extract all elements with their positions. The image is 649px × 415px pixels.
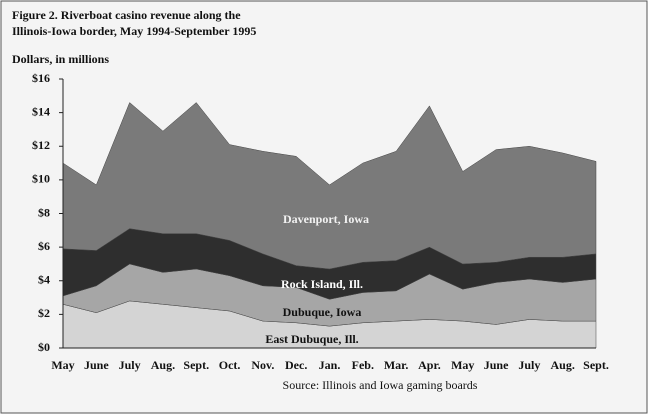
x-tick-label: June xyxy=(484,358,509,372)
x-tick-label: Sept. xyxy=(183,358,209,372)
y-tick-label: $14 xyxy=(32,104,50,118)
x-tick-label: July xyxy=(119,358,141,372)
x-tick-label: July xyxy=(518,358,540,372)
series-label: Davenport, Iowa xyxy=(283,212,369,226)
series-label: Rock Island, Ill. xyxy=(281,277,363,291)
x-tick-label: Aug. xyxy=(151,358,175,372)
x-tick-label: Feb. xyxy=(352,358,374,372)
y-tick-label: $2 xyxy=(38,306,50,320)
area xyxy=(62,102,597,270)
x-tick-label: May xyxy=(451,358,474,372)
x-tick-label: Nov. xyxy=(251,358,274,372)
source: Source: Illinois and Iowa gaming boards xyxy=(283,378,478,392)
x-tick-label: June xyxy=(84,358,109,372)
x-tick-label: Apr. xyxy=(418,358,441,372)
y-tick-label: $0 xyxy=(38,340,50,354)
x-tick-label: Mar. xyxy=(384,358,409,372)
y-tick-label: $12 xyxy=(32,138,50,152)
y-tick-label: $4 xyxy=(38,273,50,287)
x-tick-label: May xyxy=(51,358,74,372)
y-tick-label: $16 xyxy=(32,71,50,85)
y-tick-label: $10 xyxy=(32,172,50,186)
x-tick-label: Aug. xyxy=(551,358,575,372)
chart-title: Figure 2. Riverboat casino revenue along… xyxy=(12,8,241,22)
x-tick-label: Sept. xyxy=(583,358,609,372)
series-label: Dubuque, Iowa xyxy=(283,305,362,319)
y-tick-label: $6 xyxy=(38,239,50,253)
y-tick-label: $8 xyxy=(38,205,50,219)
x-tick-label: Oct. xyxy=(219,358,241,372)
series-label: East Dubuque, Ill. xyxy=(265,332,358,346)
y-axis-label: Dollars, in millions xyxy=(12,52,109,66)
x-tick-label: Jan. xyxy=(319,358,341,372)
x-tick-label: Dec. xyxy=(285,358,307,372)
chart-title: Illinois-Iowa border, May 1994-September… xyxy=(12,24,256,38)
